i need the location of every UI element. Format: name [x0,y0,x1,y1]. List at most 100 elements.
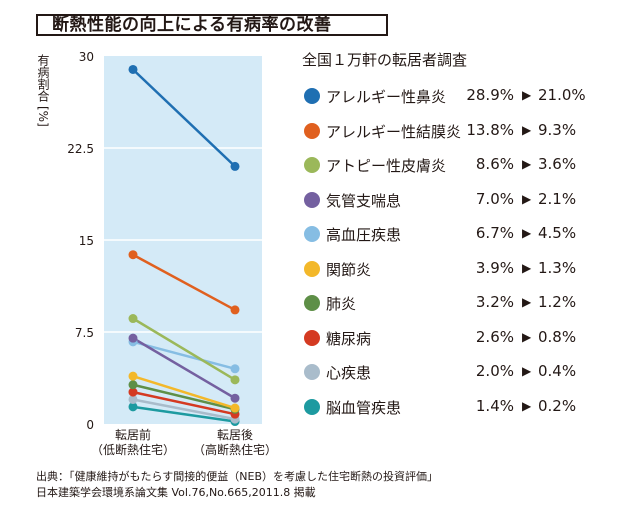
legend-label: アレルギー性鼻炎 [326,88,447,106]
legend-value-before: 13.8% [466,120,514,139]
data-point-after [230,403,240,413]
legend-value-after: 2.1% [538,189,577,208]
series-line [132,68,236,168]
legend-value-before: 2.6% [475,327,514,346]
x-category-after-label: 転居後 [216,428,253,442]
legend-marker-icon [304,88,320,104]
legend-label: アトピー性皮膚炎 [326,157,447,175]
y-tick-label: 15 [79,234,94,248]
data-point-before [128,64,138,74]
legend-value-before: 3.2% [475,293,514,311]
legend-value-after: 0.4% [538,362,577,380]
x-category-after: 転居後 （高断熱住宅） [190,428,280,458]
legend-label: 気管支喘息 [326,191,402,210]
arrow-right-icon: ▶ [522,398,532,413]
legend-value-after: 0.2% [538,396,577,415]
gridlines [104,147,262,333]
series-line [132,405,236,423]
y-tick-label: 7.5 [75,326,94,340]
legend-value-before: 6.7% [475,224,514,242]
legend-value-before: 3.9% [475,258,514,277]
legend-marker-icon [304,398,320,415]
legend-label: 心疾患 [326,364,372,382]
survey-label: 全国１万軒の転居者調査 [302,51,468,69]
legend-marker-icon [304,260,320,277]
legend-item: アレルギー性鼻炎 28.9% ▶ 21.0% [304,85,634,107]
legend-value-after: 21.0% [538,86,586,104]
data-point-before [128,394,138,404]
series-points [128,64,240,427]
y-tick-label: 22.5 [67,142,94,156]
arrow-right-icon: ▶ [522,226,532,240]
legend-marker-icon [304,191,320,208]
legend-item: アレルギー性結膜炎 13.8% ▶ 9.3% [304,120,634,142]
legend-value-after: 1.2% [538,293,577,311]
legend-marker-icon [304,329,320,346]
legend-label: 糖尿病 [326,329,372,348]
legend-label: 高血圧疾患 [326,226,402,244]
legend-label: 脳血管疾患 [326,398,402,417]
y-axis-label-text: 有病割合 [36,54,50,102]
arrow-right-icon: ▶ [522,329,532,344]
series-line [132,383,236,411]
legend-marker-icon [304,364,320,380]
y-axis-unit: [%] [36,106,50,127]
legend-value-after: 1.3% [538,258,577,277]
legend-item: アトピー性皮膚炎 8.6% ▶ 3.6% [304,154,634,176]
data-point-before [128,387,138,397]
arrow-right-icon: ▶ [522,122,532,137]
data-point-before [128,371,138,381]
legend-value-before: 7.0% [475,189,514,208]
legend-value-after: 9.3% [538,120,577,139]
legend-item: 気管支喘息 7.0% ▶ 2.1% [304,189,634,211]
legend-value-after: 4.5% [538,224,577,242]
data-point-before [128,333,138,343]
legend-item: 高血圧疾患 6.7% ▶ 4.5% [304,223,634,245]
y-axis-label: 有病割合 [%] [36,54,52,127]
source-citation: 出典：「健康維持がもたらす間接的便益（NEB）を考慮した住宅断熱の投資評価」 日… [36,469,438,501]
legend-value-before: 2.0% [475,362,514,380]
source-line-2: 日本建築学会環境系論文集 Vol.76,No.665,2011.8 掲載 [36,486,316,499]
x-category-before-sub: （低断熱住宅） [90,443,175,457]
data-point-after [230,393,240,403]
series-line [132,337,236,400]
data-point-after [230,161,240,171]
arrow-right-icon: ▶ [522,191,532,206]
arrow-right-icon: ▶ [522,88,532,102]
legend-item: 糖尿病 2.6% ▶ 0.8% [304,327,634,349]
series-line [132,340,236,371]
series-line [132,374,236,410]
legend-value-before: 8.6% [475,155,514,173]
series-line [132,317,236,381]
data-point-after [230,305,240,315]
series-lines [132,68,236,423]
legend-value-after: 3.6% [538,155,577,173]
arrow-right-icon: ▶ [522,157,532,171]
legend-label: アレルギー性結膜炎 [326,122,462,141]
x-category-after-sub: （高断熱住宅） [192,443,277,457]
arrow-right-icon: ▶ [522,260,532,275]
legend-item: 肺炎 3.2% ▶ 1.2% [304,292,634,314]
x-category-before-label: 転居前 [114,428,151,442]
series-line [132,398,236,421]
legend-label: 肺炎 [326,295,357,313]
y-tick-label: 30 [79,50,94,64]
legend-item: 脳血管疾患 1.4% ▶ 0.2% [304,396,634,418]
legend-marker-icon [304,122,320,139]
legend-marker-icon [304,295,320,311]
y-tick-label: 0 [86,418,94,432]
legend-item: 関節炎 3.9% ▶ 1.3% [304,258,634,280]
series-line [132,390,236,416]
legend-value-before: 1.4% [475,396,514,415]
y-tick-labels: 0 7.5 15 22.5 30 [67,50,94,432]
data-point-before [128,380,138,390]
legend-value-after: 0.8% [538,327,577,346]
data-point-after [230,375,240,385]
arrow-right-icon: ▶ [522,295,532,309]
data-point-before [128,250,138,260]
series-line [132,253,236,312]
legend-marker-icon [304,226,320,242]
data-point-before [128,402,138,412]
data-point-before [128,314,138,324]
